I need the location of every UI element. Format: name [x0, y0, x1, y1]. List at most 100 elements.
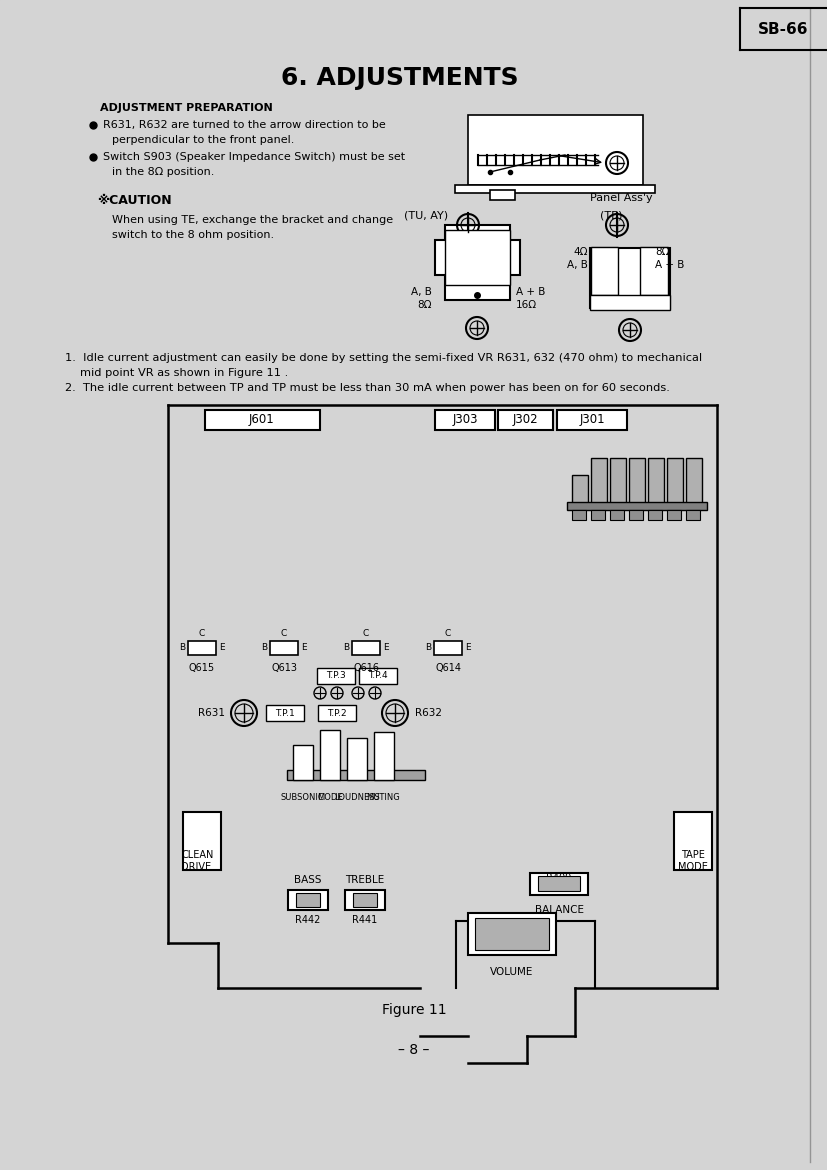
Text: T.P.1: T.P.1 [275, 709, 295, 717]
Bar [686, 457, 702, 507]
Text: R410: R410 [500, 932, 524, 943]
Bar [538, 876, 580, 892]
Text: T.P.3: T.P.3 [326, 672, 346, 681]
Text: J302: J302 [512, 413, 538, 427]
Text: E: E [301, 644, 307, 653]
Text: 4Ω: 4Ω [573, 247, 588, 257]
Bar [288, 890, 328, 910]
Bar [686, 510, 700, 519]
Bar [498, 410, 553, 431]
Text: – 8 –: – 8 – [399, 1042, 430, 1057]
Bar [674, 812, 712, 870]
Bar [590, 248, 670, 308]
Text: When using TE, exchange the bracket and change: When using TE, exchange the bracket and … [112, 215, 393, 225]
Bar [530, 873, 588, 895]
Text: (TU, AY): (TU, AY) [404, 209, 448, 220]
Bar [591, 510, 605, 519]
Bar [266, 706, 304, 721]
Text: MODE: MODE [318, 793, 343, 801]
Text: perpendicular to the front panel.: perpendicular to the front panel. [112, 135, 294, 145]
Text: Figure 11: Figure 11 [382, 1003, 447, 1017]
Text: Q613: Q613 [271, 663, 297, 673]
Text: A, B: A, B [567, 260, 588, 270]
Bar [455, 185, 655, 193]
Text: R632: R632 [415, 708, 442, 718]
Bar [591, 457, 607, 507]
Bar [667, 510, 681, 519]
Text: Q616: Q616 [353, 663, 379, 673]
Text: E: E [219, 644, 225, 653]
Bar [183, 812, 221, 870]
Text: ※CAUTION: ※CAUTION [97, 193, 172, 206]
Text: E: E [465, 644, 471, 653]
Text: Switch S903 (Speaker Impedance Switch) must be set: Switch S903 (Speaker Impedance Switch) m… [103, 152, 405, 161]
Text: MUTING: MUTING [366, 793, 400, 801]
Text: BASS: BASS [294, 875, 322, 885]
Text: R442: R442 [295, 915, 321, 925]
Bar [475, 918, 549, 950]
Text: switch to the 8 ohm position.: switch to the 8 ohm position. [112, 230, 274, 240]
Text: C: C [363, 628, 369, 638]
Text: C: C [281, 628, 287, 638]
Bar [557, 410, 627, 431]
Text: 8Ω: 8Ω [418, 300, 432, 310]
Text: B: B [261, 644, 267, 653]
Text: C: C [445, 628, 451, 638]
Text: TREBLE: TREBLE [346, 875, 385, 885]
Text: A + B: A + B [655, 260, 685, 270]
Bar [490, 190, 515, 200]
Bar [468, 913, 556, 955]
Text: MODE: MODE [678, 862, 708, 872]
Text: 8Ω: 8Ω [655, 247, 670, 257]
Text: J301: J301 [579, 413, 605, 427]
Text: 1.  Idle current adjustment can easily be done by setting the semi-fixed VR R631: 1. Idle current adjustment can easily be… [65, 353, 702, 363]
Text: R441: R441 [352, 915, 378, 925]
Text: T.P.2: T.P.2 [327, 709, 347, 717]
Bar [640, 247, 668, 295]
Text: T.P.4: T.P.4 [368, 672, 388, 681]
Text: A + B: A + B [516, 287, 545, 297]
Text: R409: R409 [547, 873, 571, 883]
Text: Q614: Q614 [435, 663, 461, 673]
Bar [610, 457, 626, 507]
Text: in the 8Ω position.: in the 8Ω position. [112, 167, 214, 177]
Text: C: C [198, 628, 205, 638]
Text: 16Ω: 16Ω [516, 300, 537, 310]
Bar [667, 457, 683, 507]
Text: SUBSONIC: SUBSONIC [280, 793, 324, 801]
Bar [359, 668, 397, 684]
Text: (TE): (TE) [600, 209, 623, 220]
Text: B: B [179, 644, 185, 653]
Bar [296, 893, 320, 907]
Bar [590, 295, 670, 310]
Text: LOUDNESS: LOUDNESS [334, 793, 380, 801]
Bar [591, 247, 618, 295]
Text: BALANCE: BALANCE [534, 906, 584, 915]
Text: CLEAN: CLEAN [181, 849, 213, 860]
Text: Q615: Q615 [189, 663, 215, 673]
Text: J303: J303 [452, 413, 478, 427]
Bar [318, 706, 356, 721]
Bar [317, 668, 355, 684]
Bar [629, 457, 645, 507]
Text: R631, R632 are turned to the arrow direction to be: R631, R632 are turned to the arrow direc… [103, 121, 385, 130]
Text: B: B [343, 644, 349, 653]
Text: B: B [425, 644, 431, 653]
Bar [648, 457, 664, 507]
Text: SB-66: SB-66 [758, 21, 808, 36]
Bar [572, 475, 588, 507]
Text: 2.  The idle current between TP and TP must be less than 30 mA when power has be: 2. The idle current between TP and TP mu… [65, 383, 670, 393]
Text: TAPE: TAPE [681, 849, 705, 860]
Text: Panel Ass'y: Panel Ass'y [590, 193, 653, 204]
Bar [610, 510, 624, 519]
Bar [567, 502, 707, 510]
Bar [435, 410, 495, 431]
Bar [445, 225, 510, 300]
Bar [205, 410, 320, 431]
Text: R631: R631 [198, 708, 225, 718]
Text: E: E [383, 644, 389, 653]
Text: mid point VR as shown in Figure 11 .: mid point VR as shown in Figure 11 . [80, 369, 289, 378]
Bar [347, 738, 367, 780]
Bar [374, 732, 394, 780]
Bar [435, 240, 520, 275]
